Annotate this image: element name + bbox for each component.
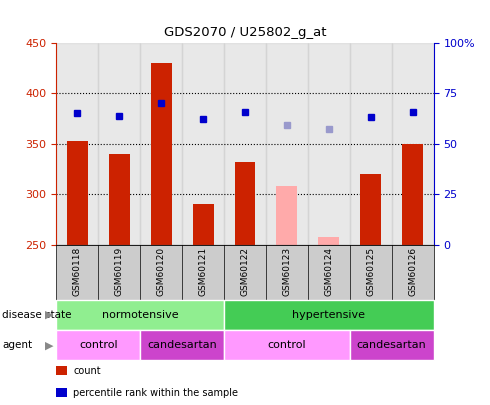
Text: GSM60123: GSM60123 [282, 247, 292, 296]
Bar [266, 43, 308, 245]
Bar [360, 174, 381, 245]
Bar [67, 141, 88, 245]
Text: hypertensive: hypertensive [293, 310, 366, 320]
Bar [182, 43, 224, 245]
Bar [98, 43, 140, 245]
Text: GSM60121: GSM60121 [198, 247, 208, 296]
Bar [308, 43, 350, 245]
Bar [56, 43, 98, 245]
Text: percentile rank within the sample: percentile rank within the sample [73, 388, 238, 398]
Bar [193, 203, 214, 245]
Bar [140, 43, 182, 245]
Text: candesartan: candesartan [357, 340, 427, 350]
Bar [350, 43, 392, 245]
Text: agent: agent [2, 340, 32, 350]
Bar [235, 162, 255, 245]
Text: disease state: disease state [2, 310, 72, 320]
Bar [318, 237, 339, 245]
Text: GSM60120: GSM60120 [157, 247, 166, 296]
Text: candesartan: candesartan [147, 340, 217, 350]
Text: control: control [268, 340, 306, 350]
Bar [392, 43, 434, 245]
Text: count: count [73, 366, 100, 375]
Bar [109, 154, 130, 245]
Text: GSM60119: GSM60119 [115, 247, 124, 296]
Text: ▶: ▶ [45, 310, 53, 320]
Text: control: control [79, 340, 118, 350]
Title: GDS2070 / U25802_g_at: GDS2070 / U25802_g_at [164, 26, 326, 38]
Bar [224, 43, 266, 245]
Text: GSM60118: GSM60118 [73, 247, 82, 296]
Text: normotensive: normotensive [102, 310, 178, 320]
Text: GSM60124: GSM60124 [324, 247, 333, 296]
Text: GSM60125: GSM60125 [366, 247, 375, 296]
Bar [276, 186, 297, 245]
Bar [402, 144, 423, 245]
Text: GSM60122: GSM60122 [241, 247, 249, 296]
Bar [151, 63, 171, 245]
Text: ▶: ▶ [45, 340, 53, 350]
Text: GSM60126: GSM60126 [408, 247, 417, 296]
